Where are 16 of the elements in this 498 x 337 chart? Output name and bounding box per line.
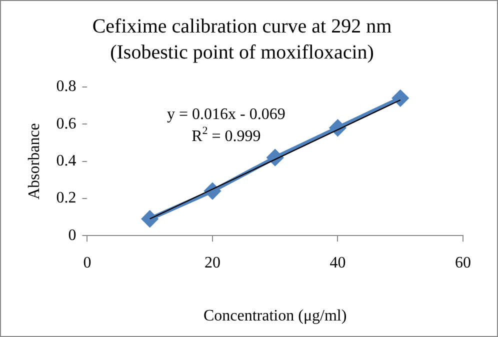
x-tick-label: 20 xyxy=(204,254,220,272)
point xyxy=(392,90,408,106)
x-axis-title: Concentration (μg/ml) xyxy=(203,308,347,325)
x-tick-label: 60 xyxy=(455,254,471,272)
chart-subtitle: (Isobestic point of moxifloxacin) xyxy=(110,41,374,64)
annotation: y = 0.016x - 0.069 xyxy=(167,106,286,123)
x-tick-label: 40 xyxy=(330,254,346,272)
chart-title: Cefixime calibration curve at 292 nm xyxy=(92,15,392,38)
x-tick-label: 0 xyxy=(83,254,92,272)
y-axis-title: Absorbance xyxy=(26,123,43,200)
y-tick-label: 0.8 xyxy=(56,78,76,96)
y-tick-label: 0.4 xyxy=(56,152,76,170)
y-tick-label: 0.2 xyxy=(56,190,76,207)
y-tick-label: 0 xyxy=(68,226,76,244)
y-tick-label: 0.6 xyxy=(56,115,76,132)
point xyxy=(142,210,158,227)
